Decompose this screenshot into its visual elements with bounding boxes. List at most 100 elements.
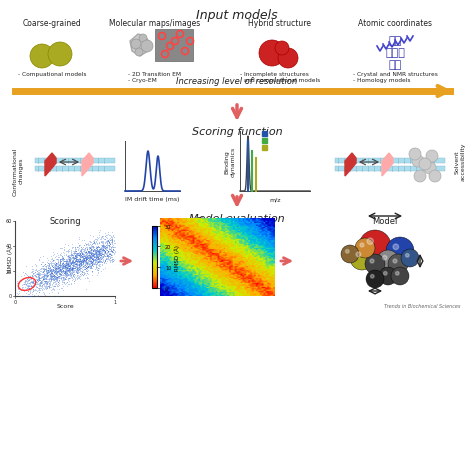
- Point: [101, 257, 109, 264]
- Point: [97, 245, 104, 252]
- Point: [109, 258, 117, 266]
- Point: [53, 275, 60, 282]
- Point: [32, 284, 40, 291]
- Point: [54, 278, 62, 286]
- Point: [60, 260, 67, 268]
- Point: [95, 238, 102, 246]
- Point: [90, 258, 97, 265]
- Point: [66, 266, 74, 273]
- Point: [95, 232, 103, 239]
- Point: [76, 252, 84, 260]
- Point: [96, 247, 103, 254]
- Point: [57, 275, 65, 283]
- Point: [58, 280, 65, 288]
- Point: [25, 276, 33, 284]
- Point: [63, 262, 70, 269]
- Point: [96, 251, 103, 258]
- Point: [55, 266, 63, 273]
- Point: [95, 250, 102, 258]
- Text: Solvent
accessibility: Solvent accessibility: [455, 142, 465, 181]
- Point: [65, 267, 73, 275]
- Circle shape: [391, 268, 409, 286]
- Point: [94, 267, 102, 274]
- Point: [94, 259, 102, 267]
- Point: [54, 257, 62, 265]
- Point: [30, 281, 38, 289]
- Point: [43, 267, 51, 274]
- Point: [46, 261, 53, 268]
- Point: [92, 250, 100, 258]
- Point: [34, 292, 42, 299]
- Point: [109, 258, 116, 266]
- Point: [90, 239, 98, 247]
- Point: [79, 250, 87, 258]
- Point: [94, 258, 102, 265]
- Point: [76, 260, 83, 268]
- Circle shape: [386, 238, 414, 266]
- Point: [61, 293, 68, 300]
- Point: [66, 262, 73, 270]
- Point: [103, 246, 110, 254]
- Point: [89, 267, 96, 275]
- Point: [83, 262, 91, 269]
- Point: [80, 262, 88, 269]
- Point: [64, 269, 71, 277]
- Point: [39, 274, 47, 282]
- Point: [21, 284, 29, 291]
- Point: [82, 259, 90, 267]
- Point: [62, 262, 69, 270]
- Point: [87, 255, 95, 263]
- Point: [37, 279, 45, 287]
- Point: [55, 272, 63, 280]
- Point: [36, 269, 43, 277]
- Point: [98, 248, 105, 256]
- Point: [77, 262, 85, 270]
- Point: [95, 261, 103, 268]
- Point: [56, 258, 64, 266]
- Point: [95, 248, 102, 255]
- Point: [87, 258, 94, 266]
- Point: [87, 244, 94, 251]
- Point: [63, 272, 70, 280]
- Point: [88, 255, 95, 263]
- Point: [73, 258, 81, 266]
- Point: [93, 248, 101, 256]
- Point: [75, 250, 82, 258]
- Point: [84, 267, 91, 274]
- Point: [46, 272, 54, 280]
- Point: [27, 278, 35, 286]
- Point: [82, 272, 90, 279]
- Point: [40, 274, 47, 282]
- Point: [108, 248, 115, 256]
- Point: [94, 255, 102, 262]
- Point: [66, 266, 74, 274]
- Point: [89, 240, 97, 248]
- Point: [70, 264, 78, 272]
- Point: [93, 265, 101, 273]
- Point: [109, 242, 116, 249]
- Point: [80, 255, 88, 262]
- Point: [70, 249, 78, 257]
- Point: [82, 257, 90, 265]
- Point: [61, 263, 68, 271]
- Point: [87, 243, 95, 250]
- Point: [78, 250, 85, 258]
- Point: [73, 254, 80, 261]
- Point: [95, 250, 103, 258]
- Point: [81, 255, 88, 263]
- Point: [42, 262, 49, 270]
- Point: [97, 234, 104, 242]
- Point: [94, 253, 101, 260]
- Point: [82, 254, 89, 262]
- Point: [21, 293, 28, 300]
- Point: [64, 241, 72, 249]
- Point: [91, 260, 99, 268]
- Point: [103, 244, 110, 251]
- Point: [76, 252, 84, 260]
- Point: [15, 289, 23, 297]
- Point: [76, 261, 83, 269]
- Point: [91, 260, 99, 268]
- Point: [72, 258, 79, 265]
- Point: [73, 256, 81, 264]
- Point: [87, 245, 95, 253]
